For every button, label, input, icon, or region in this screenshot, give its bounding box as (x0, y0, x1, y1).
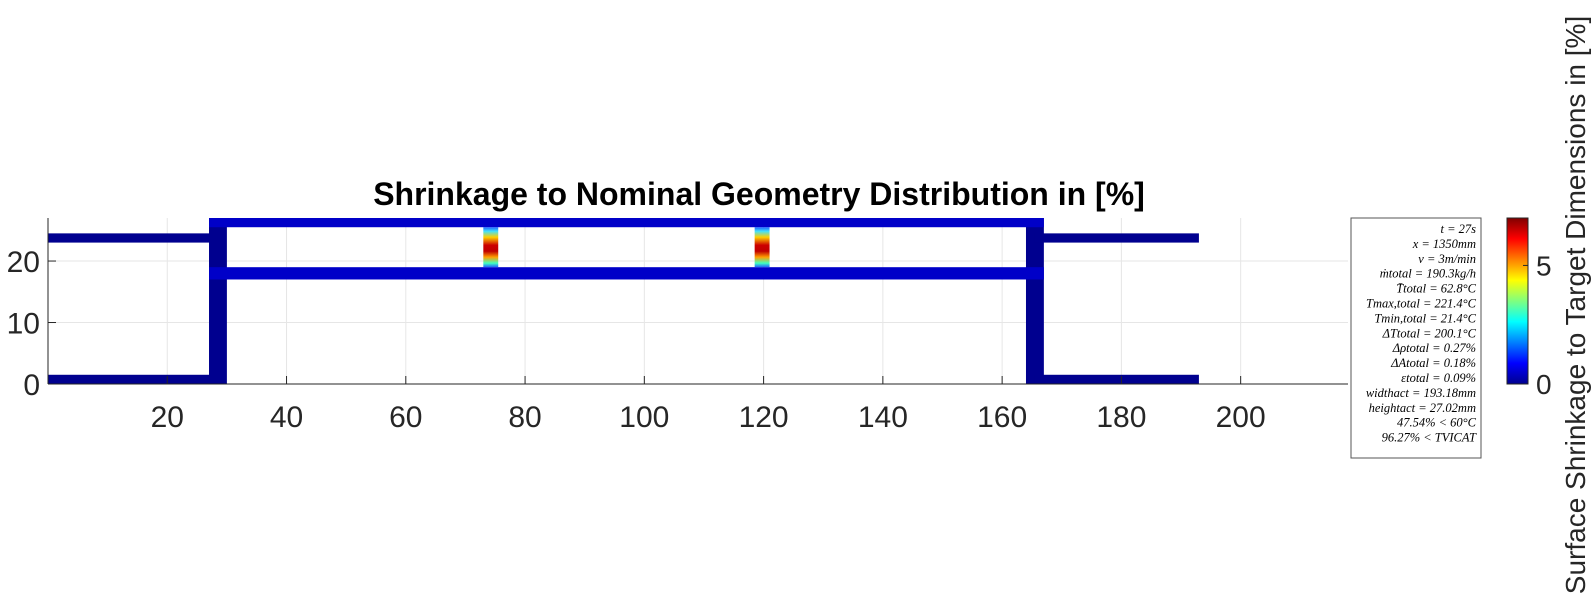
info-line-12: heightact = 27.02mm (1369, 401, 1476, 415)
profile-segment-3 (1025, 218, 1044, 384)
x-tick-label-4: 100 (619, 401, 669, 434)
info-line-3: ṁtotal = 190.3kg/h (1380, 267, 1476, 281)
colorbar: 05 Surface Shrinkage to Target Dimension… (1506, 16, 1591, 594)
y-tick-label-2: 20 (7, 246, 40, 279)
hotspots (483, 227, 770, 268)
info-line-9: ΔAtotal = 0.18% (1390, 356, 1476, 370)
info-line-4: T̄total = 62.8°C (1396, 282, 1476, 296)
y-tick-labels: 0 10 20 (7, 246, 40, 402)
profile-segment-2 (209, 218, 227, 384)
x-tick-label-7: 160 (977, 401, 1027, 434)
plot-area: 20 40 60 80 100 120 140 160 180 200 0 10 20 (7, 218, 1348, 434)
info-line-10: εtotal = 0.09% (1401, 371, 1476, 385)
x-tick-labels: 20 40 60 80 100 120 140 160 180 200 (151, 401, 1266, 434)
profile-segment-0 (48, 374, 218, 384)
x-tick-label-0: 20 (151, 401, 184, 434)
info-line-5: Tmax,total = 221.4°C (1366, 297, 1477, 311)
x-tick-label-8: 180 (1096, 401, 1146, 434)
info-line-6: Tmin,total = 21.4°C (1374, 311, 1476, 325)
axes (47, 218, 1348, 385)
colorbar-label: Surface Shrinkage to Target Dimensions i… (1560, 16, 1591, 594)
x-tick-label-9: 200 (1216, 401, 1266, 434)
info-line-0: t = 27s (1440, 222, 1476, 236)
info-line-8: Δρtotal = 0.27% (1392, 341, 1476, 355)
info-line-7: ΔTtotal = 200.1°C (1382, 326, 1477, 340)
chart-title: Shrinkage to Nominal Geometry Distributi… (373, 176, 1145, 212)
hotspot-0 (483, 227, 499, 268)
x-tick-label-6: 140 (858, 401, 908, 434)
info-line-14: 96.27% < TVICAT (1382, 431, 1477, 445)
grid-lines (48, 218, 1348, 385)
colorbar-gradient (1506, 217, 1529, 385)
info-line-1: x = 1350mm (1412, 237, 1476, 251)
x-tick-label-3: 80 (508, 401, 541, 434)
profile-geometry (48, 218, 1199, 384)
y-tick-label-1: 10 (7, 308, 40, 341)
x-tick-label-5: 120 (739, 401, 789, 434)
colorbar-tick-label-0: 0 (1536, 369, 1552, 400)
x-tick-label-1: 40 (270, 401, 303, 434)
profile-segment-5 (209, 267, 1044, 280)
profile-segment-1 (48, 233, 218, 243)
info-box-frame (1350, 217, 1482, 459)
profile-segment-6 (1034, 374, 1199, 384)
colorbar-ticks: 05 (1523, 250, 1552, 400)
profile-segment-4 (209, 218, 1044, 228)
colorbar-tick-label-1: 5 (1536, 250, 1552, 281)
profile-segment-7 (1034, 233, 1199, 243)
info-line-2: v = 3m/min (1418, 252, 1476, 266)
y-tick-label-0: 0 (23, 369, 40, 402)
hotspot-1 (754, 227, 770, 268)
info-line-13: 47.54% < 60°C (1397, 416, 1477, 430)
x-tick-label-2: 60 (389, 401, 422, 434)
info-line-11: widthact = 193.18mm (1366, 386, 1476, 400)
